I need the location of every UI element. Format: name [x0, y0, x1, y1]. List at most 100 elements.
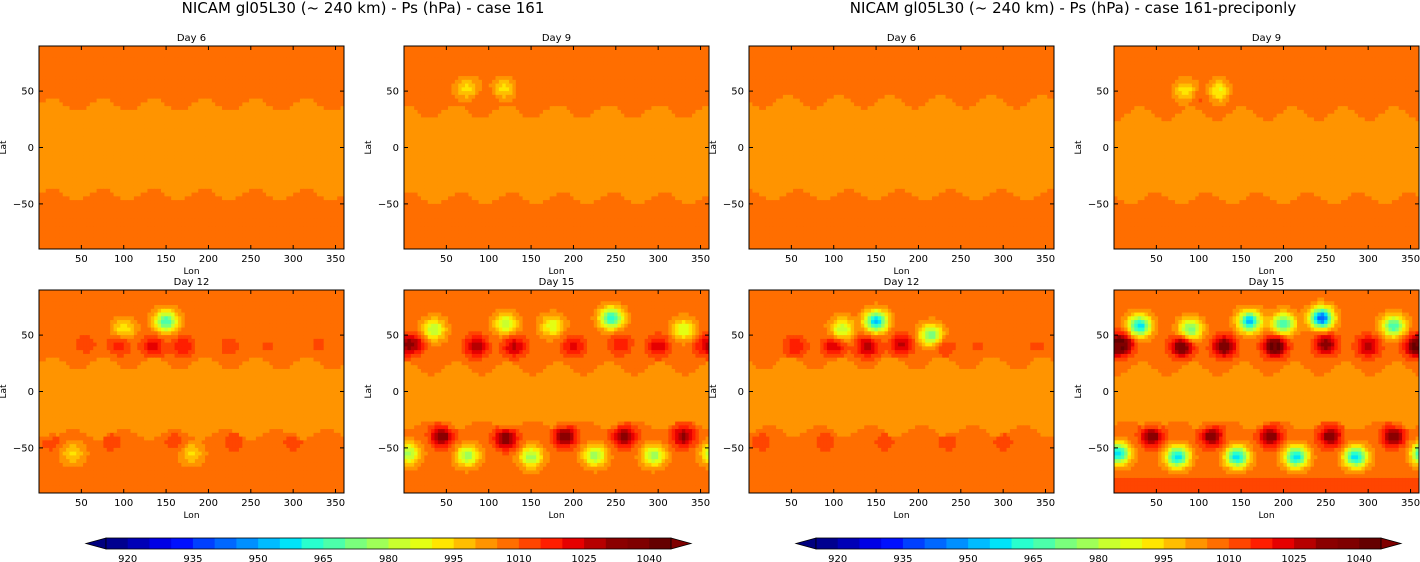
colorbar-swatch [345, 538, 368, 549]
x-tick-label: 300 [284, 498, 303, 509]
x-tick-label: 250 [606, 498, 625, 509]
colorbar-tick-label: 920 [118, 554, 137, 562]
colorbar-tick-label: 935 [183, 554, 202, 562]
panel-6: Day 15 50 100 150 200 250 300 350 50 0 −50 Lon Lat [364, 277, 710, 521]
colorbar-tick-label: 1040 [1347, 554, 1372, 562]
y-axis-label: Lat [1074, 384, 1084, 399]
colorbar-swatch [192, 538, 216, 549]
contour-field [749, 46, 1054, 249]
x-tick-label: 200 [564, 498, 583, 509]
panel-title: Day 9 [542, 33, 571, 44]
colorbar-swatch [1207, 538, 1230, 549]
y-tick-label: 50 [386, 331, 399, 342]
contour-field [1114, 46, 1419, 249]
colorbar-swatch [1011, 538, 1034, 549]
panel-title: Day 6 [887, 33, 916, 44]
x-tick-label: 150 [522, 498, 541, 509]
colorbar-tick-label: 920 [828, 554, 847, 562]
x-tick-label: 300 [649, 498, 668, 509]
x-axis-label: Lon [548, 267, 564, 277]
y-tick-label: 0 [738, 387, 744, 398]
x-tick-label: 50 [440, 254, 453, 265]
panel-title: Day 9 [1252, 33, 1281, 44]
panel-title: Day 15 [539, 277, 575, 288]
contour-field [749, 290, 1054, 493]
x-tick-label: 100 [1189, 254, 1208, 265]
y-tick-label: 0 [393, 387, 399, 398]
colorbar-extend-max [670, 537, 693, 550]
x-tick-label: 150 [522, 254, 541, 265]
x-tick-label: 300 [1359, 254, 1378, 265]
colorbar-swatch [388, 538, 411, 549]
colorbar-swatch [431, 538, 455, 549]
colorbar-swatch [171, 538, 194, 549]
x-tick-label: 250 [241, 498, 260, 509]
x-tick-label: 350 [1401, 254, 1420, 265]
colorbar-swatch [584, 538, 607, 549]
colorbar-swatch [475, 538, 498, 549]
y-tick-label: 50 [1096, 331, 1109, 342]
x-tick-label: 250 [951, 254, 970, 265]
y-tick-label: 50 [386, 87, 399, 98]
suptitle-right: NICAM gl05L30 (~ 240 km) - Ps (hPa) - ca… [850, 0, 1297, 17]
y-tick-label: 0 [28, 387, 34, 398]
x-tick-label: 150 [867, 254, 886, 265]
y-tick-label: −50 [378, 443, 399, 454]
colorbar-tick-label: 1010 [506, 554, 531, 562]
colorbar-tick-label: 995 [444, 554, 463, 562]
x-tick-label: 350 [1401, 498, 1420, 509]
colorbar-swatch [1033, 538, 1056, 549]
colorbar-tick-label: 935 [893, 554, 912, 562]
colorbar-tick-label: 950 [249, 554, 268, 562]
panel-title: Day 12 [174, 277, 210, 288]
colorbar-swatch [214, 538, 237, 549]
y-tick-label: 0 [1103, 387, 1109, 398]
x-tick-label: 200 [199, 498, 218, 509]
colorbar-swatch [236, 538, 259, 549]
colorbar-tick-label: 980 [379, 554, 398, 562]
x-tick-label: 100 [824, 498, 843, 509]
colorbar-1: 920 935 950 965 980 995 1010 1025 1040 [84, 537, 693, 562]
colorbar-frame [815, 537, 1382, 550]
colorbar-swatch [1098, 538, 1121, 549]
x-tick-label: 350 [326, 498, 345, 509]
x-tick-label: 50 [785, 254, 798, 265]
colorbar-swatch [902, 538, 926, 549]
x-tick-label: 100 [479, 254, 498, 265]
x-tick-label: 200 [1274, 498, 1293, 509]
colorbar-swatch [1141, 538, 1165, 549]
colorbar-swatch [258, 538, 281, 549]
colorbar-swatch [605, 538, 629, 549]
contour-field [39, 290, 344, 493]
x-tick-label: 150 [157, 498, 176, 509]
colorbar-swatch [1250, 538, 1273, 549]
x-tick-label: 250 [241, 254, 260, 265]
colorbar-extend-max [1380, 537, 1403, 550]
x-tick-label: 300 [994, 498, 1013, 509]
colorbar-swatch [881, 538, 904, 549]
y-tick-label: 50 [21, 331, 34, 342]
colorbar-swatch [279, 538, 303, 549]
x-tick-label: 200 [1274, 254, 1293, 265]
y-axis-label: Lat [364, 384, 374, 399]
panel-title: Day 15 [1249, 277, 1285, 288]
suptitle-left: NICAM gl05L30 (~ 240 km) - Ps (hPa) - ca… [182, 0, 545, 17]
colorbar-extend-min [794, 537, 817, 550]
x-tick-label: 300 [1359, 498, 1378, 509]
colorbar-swatch [149, 538, 172, 549]
y-tick-label: 50 [731, 87, 744, 98]
x-tick-label: 300 [284, 254, 303, 265]
colorbar-swatch [968, 538, 991, 549]
x-tick-label: 100 [114, 254, 133, 265]
colorbar-swatch [1228, 538, 1252, 549]
x-axis-label: Lon [893, 511, 909, 521]
colorbar-swatch [1272, 538, 1295, 549]
y-tick-label: −50 [723, 443, 744, 454]
panel-5: Day 12 50 100 150 200 250 300 350 50 0 −50 Lon Lat [0, 277, 345, 521]
y-tick-label: 50 [1096, 87, 1109, 98]
panel-4: Day 9 50 100 150 200 250 300 350 50 0 −50 Lon Lat [1074, 33, 1420, 277]
x-tick-label: 350 [326, 254, 345, 265]
x-tick-label: 250 [951, 498, 970, 509]
x-tick-label: 100 [114, 498, 133, 509]
